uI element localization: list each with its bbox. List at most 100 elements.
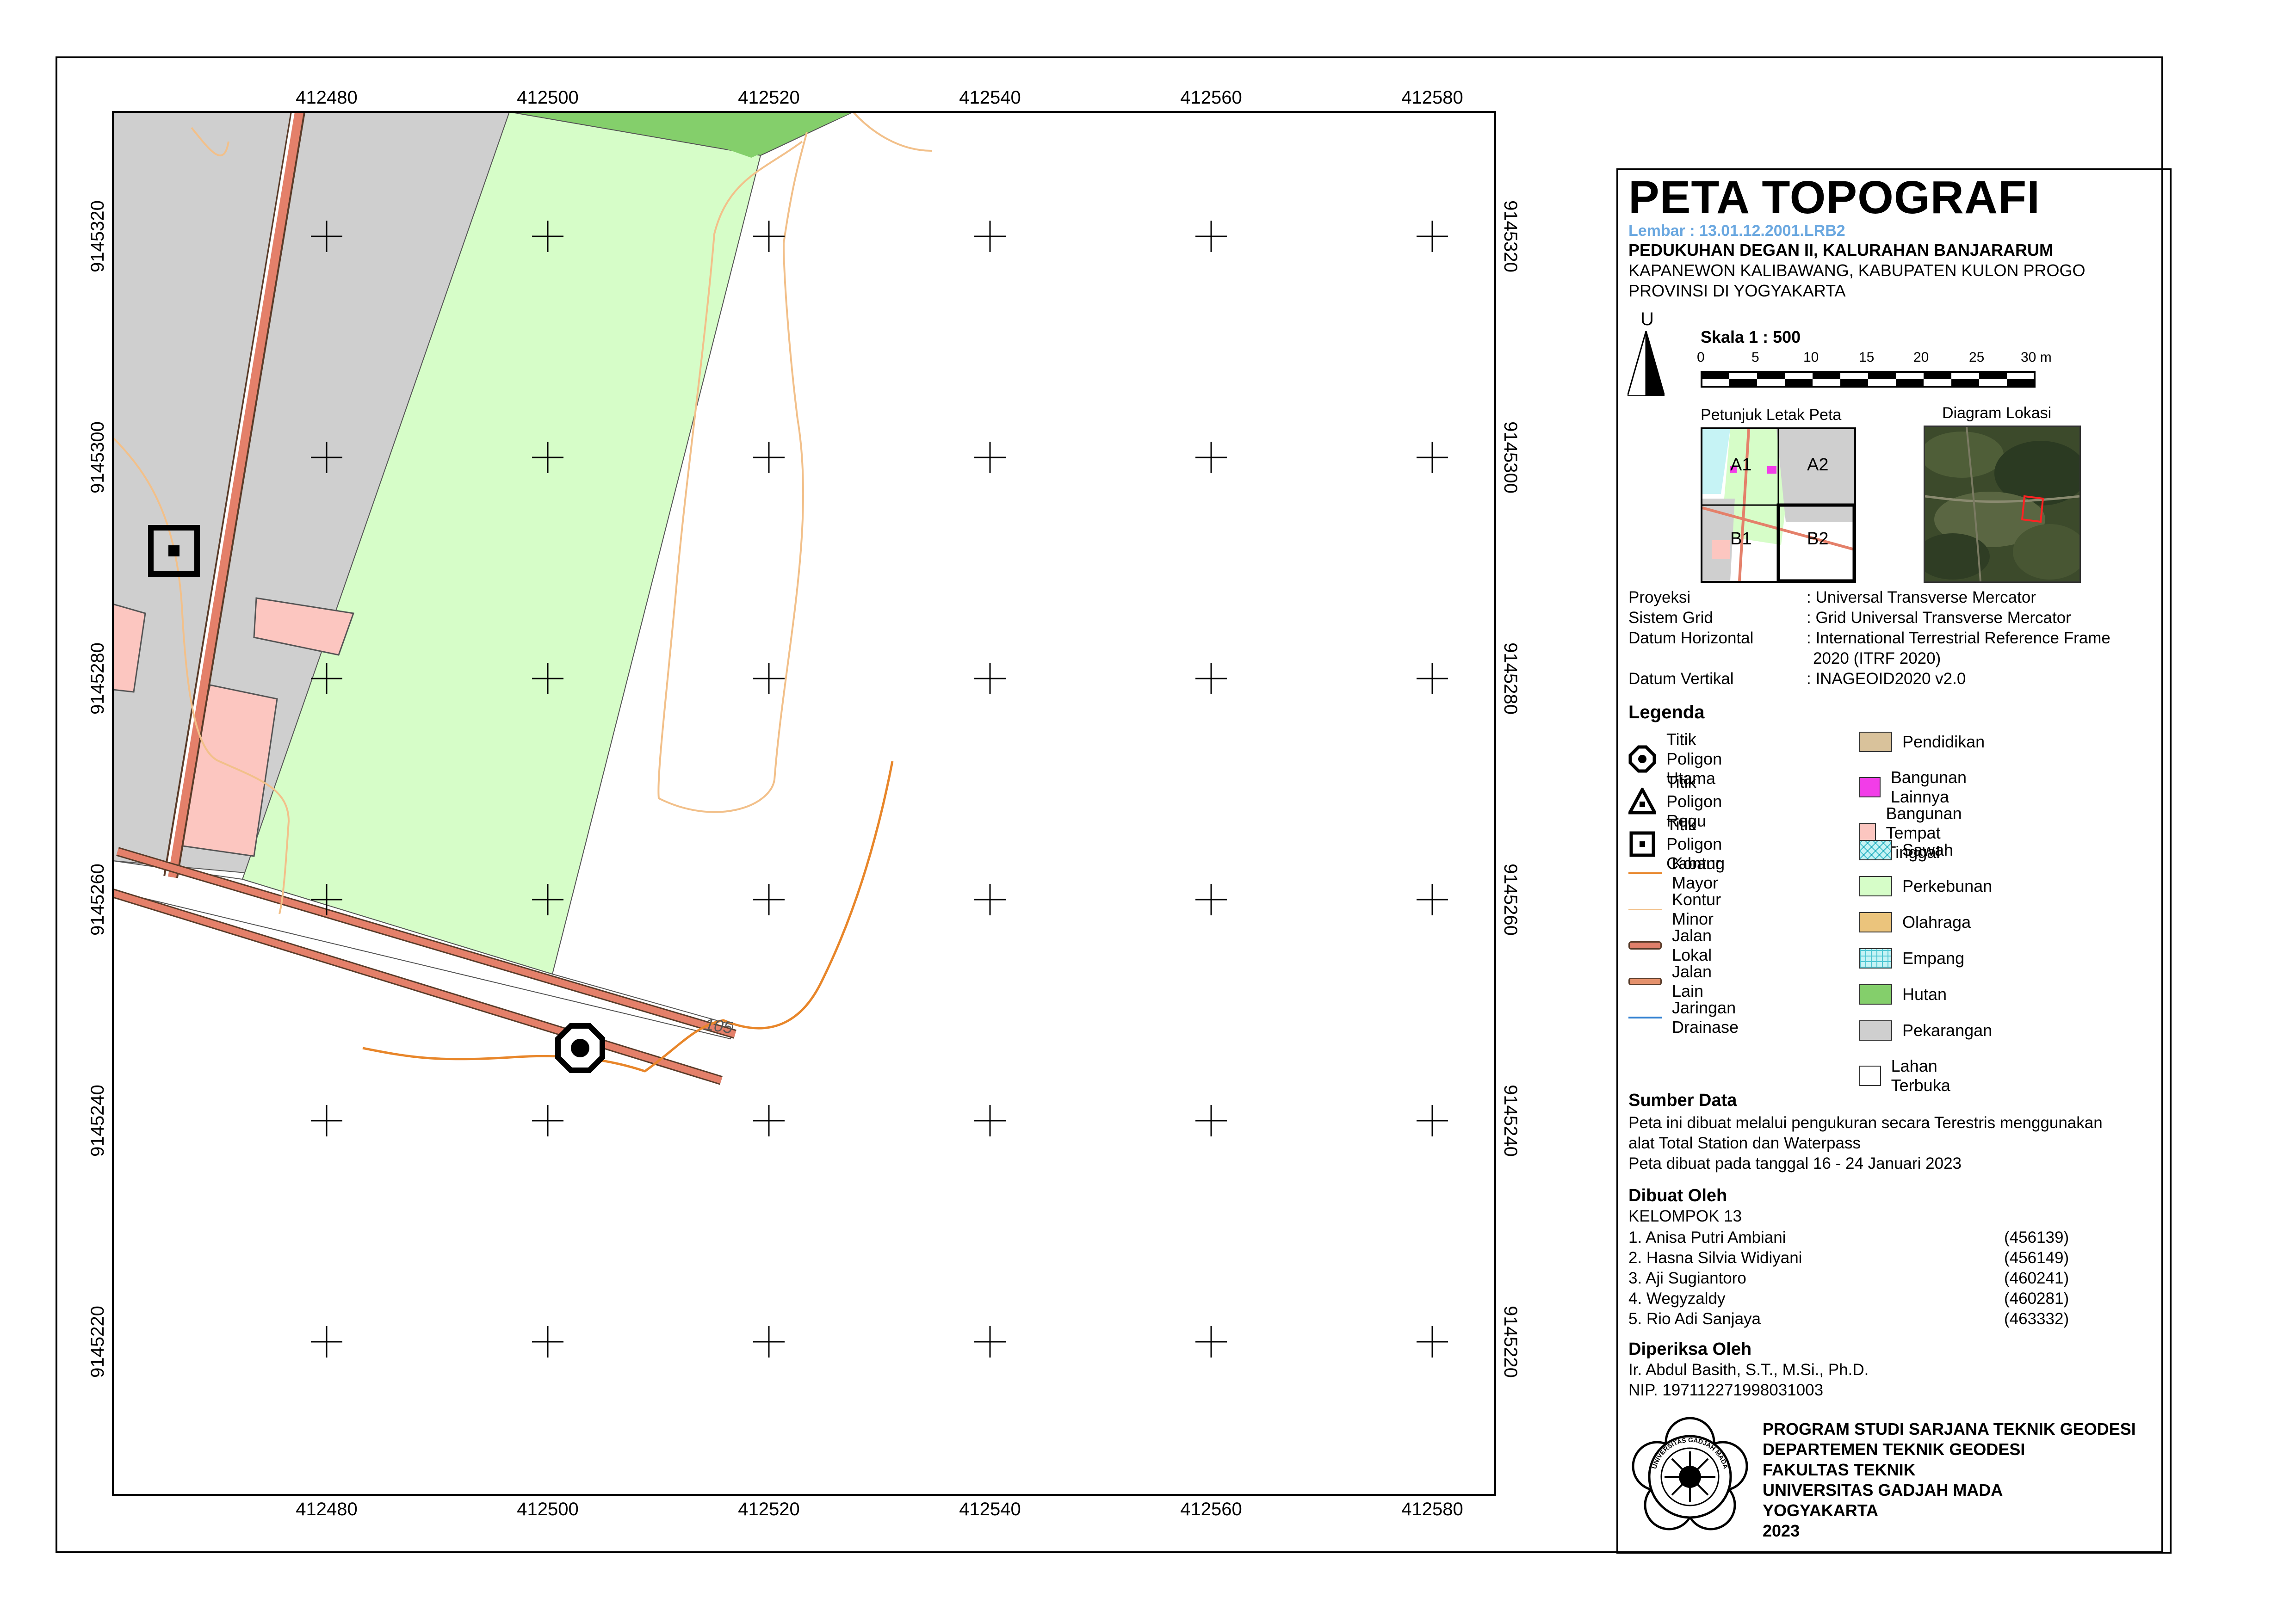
grid-cross [974, 442, 1006, 473]
scale-bar [1701, 371, 2036, 388]
info-row: 2020 (ITRF 2020) [1628, 648, 2160, 669]
grid-crosses [311, 221, 1448, 1358]
triangle-point-icon [1628, 788, 1656, 815]
other-road-swatch [1628, 978, 1662, 985]
grid-cross [311, 1326, 342, 1358]
y-tick-label: 9145280 [87, 642, 108, 715]
y-tick-label: 9145240 [87, 1085, 108, 1157]
perkebunan-swatch [1859, 876, 1892, 896]
legend-item: Jalan Lain [1628, 962, 1712, 1001]
grid-cross [974, 663, 1006, 694]
location-line-2: KAPANEWON KALIBAWANG, KABUPATEN KULON PR… [1628, 261, 2086, 280]
major-contour-swatch [1628, 872, 1662, 874]
grid-cross [753, 221, 785, 252]
legend-item: Perkebunan [1859, 876, 1992, 896]
minor-contour [113, 437, 290, 914]
grid-cross [532, 663, 563, 694]
y-tick-labels-right: 9145320 9145300 9145280 9145260 9145240 … [1500, 200, 1521, 1378]
hutan-area-edge [520, 112, 853, 158]
projection-info: Proyeksi: Universal Transverse Mercator … [1628, 587, 2160, 689]
drainage-swatch [1628, 1017, 1662, 1018]
index-cell-label: B2 [1807, 529, 1829, 549]
info-value: : International Terrestrial Reference Fr… [1807, 629, 2110, 647]
north-arrow: U [1628, 309, 1665, 397]
x-tick-label: 412480 [296, 1499, 357, 1519]
scale-ticks: 0 5 10 15 20 25 30 m [1697, 350, 2061, 368]
legend-label: Titik Poligon Regu [1666, 772, 1722, 830]
legend-item: Jaringan Drainase [1628, 998, 1739, 1037]
legend-item: Pekarangan [1859, 1020, 1992, 1041]
road-north-south [165, 112, 303, 878]
grid-cross [1195, 663, 1227, 694]
grid-cross [974, 221, 1006, 252]
checker-nip: NIP. 197112271998031003 [1628, 1381, 1824, 1399]
legend-label: Hutan [1902, 985, 1947, 1004]
info-key: Datum Vertikal [1628, 670, 1734, 688]
legend-item: Pendidikan [1859, 732, 1985, 752]
x-tick-labels-bottom: 412480 412500 412520 412540 412560 41258… [296, 1499, 1463, 1519]
member-name: 4. Wegyzaldy [1628, 1290, 1726, 1308]
member-id: (460241) [2004, 1269, 2069, 1287]
location-diagram [1924, 426, 2081, 583]
index-map-title: Petunjuk Letak Peta [1701, 406, 1842, 424]
member-row: 1. Anisa Putri Ambiani (456139) [1628, 1228, 2137, 1248]
perkebunan-area [241, 112, 854, 975]
grid-cross [311, 221, 342, 252]
info-key [1628, 648, 1807, 669]
legend-label: Titik Poligon Utama [1666, 730, 1722, 788]
x-tick-label: 412480 [296, 87, 357, 108]
member-name: 5. Rio Adi Sanjaya [1628, 1310, 1761, 1328]
index-cell-label: A1 [1730, 455, 1752, 475]
member-name: 3. Aji Sugiantoro [1628, 1269, 1746, 1287]
legend-item: Titik Poligon Cabang [1628, 815, 1730, 873]
legend-item: Empang [1859, 948, 1964, 969]
grid-cross [532, 442, 563, 473]
legend-label: Sawah [1902, 840, 1954, 859]
grid-cross [1417, 884, 1448, 915]
satellite-thumbnail [1925, 427, 2079, 581]
info-key: Sistem Grid [1628, 609, 1713, 627]
y-tick-label: 9145280 [1500, 642, 1521, 715]
info-value: : Grid Universal Transverse Mercator [1807, 609, 2071, 627]
minor-contour [191, 127, 229, 157]
info-value: 2020 (ITRF 2020) [1813, 649, 1941, 667]
octagon-point-icon [555, 1023, 605, 1073]
lahan-terbuka-swatch [1859, 1066, 1881, 1086]
info-panel: PETA TOPOGRAFI Lembar : 13.01.12.2001.LR… [1616, 168, 2172, 1554]
checker-name: Ir. Abdul Basith, S.T., M.Si., Ph.D. [1628, 1361, 1869, 1379]
north-arrow-icon [1628, 331, 1665, 396]
grid-cross [974, 884, 1006, 915]
grid-cross [1195, 1326, 1227, 1358]
grid-cross [311, 442, 342, 473]
legend-item: Olahraga [1859, 912, 1971, 932]
info-row: Datum Horizontal: International Terrestr… [1628, 628, 2160, 648]
x-tick-label: 412500 [517, 1499, 578, 1519]
index-map: A1 A2 B1 B2 [1701, 427, 1856, 583]
grid-cross [311, 1105, 342, 1136]
location-line-3: PROVINSI DI YOGYAKARTA [1628, 281, 1846, 300]
legend-item: Sawah [1859, 840, 1953, 860]
y-tick-label: 9145240 [1500, 1085, 1521, 1157]
map-border [112, 111, 1496, 1496]
member-row: 5. Rio Adi Sanjaya (463332) [1628, 1309, 2137, 1329]
grid-cross [532, 1105, 563, 1136]
info-key: Proyeksi [1628, 588, 1691, 606]
scale-tick: 0 [1697, 350, 1705, 365]
legend-title: Legenda [1628, 702, 1705, 722]
minor-contour [657, 132, 808, 813]
info-value: : Universal Transverse Mercator [1807, 588, 2036, 606]
info-row: Proyeksi : Universal Transverse Mercator [1628, 587, 2160, 608]
scale-tick: 5 [1751, 350, 1759, 365]
x-tick-label: 412560 [1180, 1499, 1242, 1519]
square-point-icon [1629, 831, 1655, 857]
institution-line: 2023 [1763, 1521, 1800, 1540]
grid-cross [974, 1105, 1006, 1136]
index-cell-label: B1 [1730, 529, 1752, 549]
square-point-icon [148, 525, 200, 577]
made-by-title: Dibuat Oleh [1628, 1186, 1727, 1205]
institution-line: PROGRAM STUDI SARJANA TEKNIK GEODESI [1763, 1419, 2136, 1438]
legend-item: Kontur Minor [1628, 890, 1721, 929]
institution-line: UNIVERSITAS GADJAH MADA [1763, 1481, 2003, 1500]
legend-label: Jaringan Drainase [1672, 998, 1739, 1037]
legend-label: Bangunan Lainnya [1890, 768, 1967, 806]
